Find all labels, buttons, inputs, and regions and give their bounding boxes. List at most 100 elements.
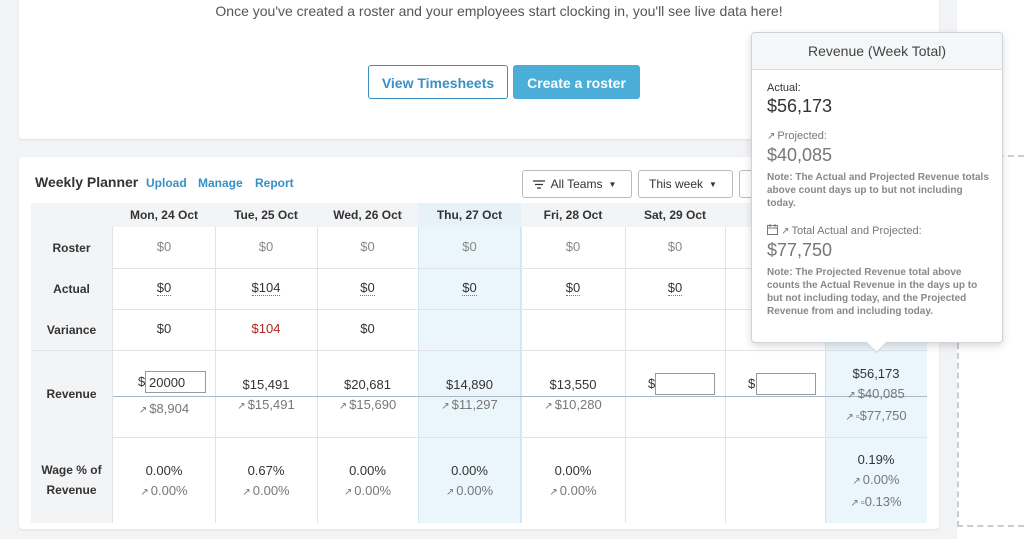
trend-line-icon: ↗ [138,405,148,416]
row-label-actual: Actual [31,268,113,309]
wage-pct-fri: 0.00% [554,463,592,478]
revenue-row: Revenue $ ↗$8,904 $15,491 ↗$15,491 $20,6… [31,351,927,438]
day-header-wed: Wed, 26 Oct [333,208,402,222]
revenue-total-actual: $56,173 [852,366,900,381]
upload-link[interactable]: Upload [146,176,187,190]
roster-cell: $0 [360,239,375,254]
popover-total-value: $77,750 [767,240,833,260]
popover-total-note: Note: The Projected Revenue total above … [767,267,978,317]
wage-pct-total-projected: 0.00% [862,472,900,487]
wage-pct-mon: 0.00% [145,463,183,478]
revenue-actual-fri: $13,550 [549,377,597,392]
empty-state-message: Once you've created a roster and your em… [215,3,783,19]
trend-line-icon: ↗ [237,401,246,412]
caret-down-icon: ▼ [709,180,717,189]
variance-row: Variance $0 $104 $0 [31,309,927,351]
trend-line-icon: ↗ [847,390,856,401]
trend-line-icon: ↗ [445,487,455,498]
revenue-total-projected: $40,085 [857,386,905,401]
wage-pct-tue: 0.67% [247,463,285,478]
trend-line-icon: ↗ [850,498,859,509]
revenue-projected-wed: $15,690 [349,397,397,412]
trend-line-icon: ↗ [852,476,861,487]
create-roster-button[interactable]: Create a roster [513,65,640,99]
calendar-icon: ▫ [855,411,860,423]
row-label-roster: Roster [31,227,113,268]
actual-cell[interactable]: $0 [667,280,683,296]
currency-symbol: $ [648,376,656,391]
day-header-fri: Fri, 28 Oct [543,208,603,222]
trend-line-icon: ↗ [549,487,558,498]
wage-pct-thu: 0.00% [451,463,488,478]
revenue-input-sun[interactable] [756,373,816,395]
wage-pct-total-actual: 0.19% [857,452,895,467]
trend-line-icon: ↗ [242,487,251,498]
variance-cell: $104 [251,321,281,336]
popover-actual-value: $56,173 [767,96,833,116]
revenue-input-sat[interactable] [655,373,715,395]
wage-pct-projected-mon: 0.00% [150,483,188,498]
calendar-icon [767,224,781,237]
trend-line-icon: ↗ [781,226,790,237]
row-label-revenue: Revenue [31,351,113,437]
trend-line-icon: ↗ [343,487,353,498]
popover-title: Revenue (Week Total) [752,33,1002,70]
day-header-thu: Thu, 27 Oct [436,208,503,222]
manage-link[interactable]: Manage [198,176,243,190]
wage-pct-projected-tue: 0.00% [252,483,290,498]
popover-projected-label: Projected: [777,130,827,142]
currency-symbol: $ [748,376,756,391]
report-link[interactable]: Report [255,176,294,190]
actual-cell[interactable]: $0 [462,280,477,296]
actual-row: Actual $0 $104 $0 $0 $0 $0 [31,268,927,310]
revenue-projected-tue: $15,491 [247,397,295,412]
revenue-projected-mon: $8,904 [149,401,190,416]
variance-cell: $0 [156,321,172,336]
row-label-wage-percent: Wage % of Revenue [31,437,113,523]
popover-actual-label: Actual: [767,82,801,94]
day-header-mon: Mon, 24 Oct [129,208,198,222]
actual-cell[interactable]: $104 [251,280,281,296]
actual-cell[interactable]: $0 [565,280,581,296]
roster-cell: $0 [462,239,477,254]
wage-pct-projected-wed: 0.00% [354,483,392,498]
wage-percent-row: Wage % of Revenue 0.00% ↗ 0.00% 0.67% ↗ 0.… [31,437,927,523]
trend-line-icon: ↗ [544,401,553,412]
roster-row: Roster $0 $0 $0 $0 $0 $0 [31,227,927,269]
wage-pct-projected-thu: 0.00% [456,483,494,498]
roster-cell: $0 [565,239,581,254]
view-timesheets-button[interactable]: View Timesheets [368,65,508,99]
variance-cell: $0 [360,321,375,336]
trend-line-icon: ↗ [845,412,854,423]
revenue-input-mon[interactable] [145,371,206,393]
row-label-variance: Variance [31,309,113,350]
wage-pct-wed: 0.00% [349,463,386,478]
revenue-week-total-popover: Revenue (Week Total) Actual: $56,173 ↗ Pr… [751,32,1003,354]
calendar-icon: ▫ [860,497,865,509]
filter-icon [533,177,551,191]
revenue-actual-thu: $14,890 [446,377,493,392]
day-header-sat: Sat, 29 Oct [643,208,707,222]
roster-cell: $0 [667,239,683,254]
actual-cell[interactable]: $0 [360,280,375,296]
popover-projected-value: $40,085 [767,145,833,165]
roster-cell: $0 [258,239,274,254]
teams-filter-label: All Teams [550,177,603,191]
revenue-projected-thu: $11,297 [451,397,498,412]
day-header-tue: Tue, 25 Oct [234,208,298,222]
revenue-total-combined: $77,750 [859,408,907,423]
period-filter-label: This week [649,177,704,191]
roster-cell: $0 [156,239,172,254]
teams-filter-dropdown[interactable]: All Teams ▼ [522,170,632,198]
trend-line-icon: ↗ [338,401,348,412]
popover-total-label: Total Actual and Projected: [791,225,922,237]
popover-projected-note: Note: The Actual and Projected Revenue t… [767,172,989,209]
actual-cell[interactable]: $0 [156,280,172,296]
today-column-highlight [418,203,521,523]
caret-down-icon: ▼ [608,180,617,189]
trend-line-icon: ↗ [767,131,776,142]
revenue-projected-fri: $10,280 [554,397,602,412]
period-filter-dropdown[interactable]: This week ▼ [638,170,733,198]
wage-pct-total-combined: 0.13% [864,494,902,509]
currency-symbol: $ [138,374,146,389]
